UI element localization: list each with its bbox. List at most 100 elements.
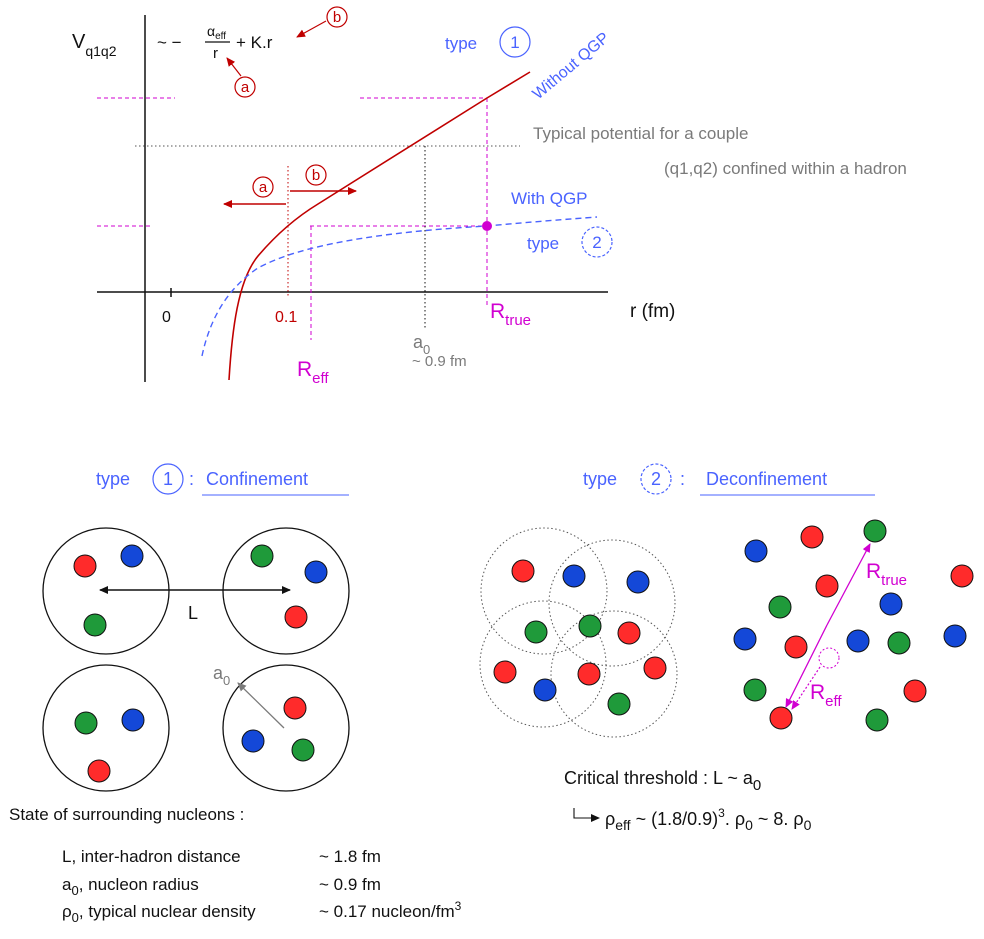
marker-a-circle — [234, 76, 256, 98]
overlap-hadron — [479, 600, 607, 728]
r-true-diagram-label: Rtrue — [866, 560, 907, 589]
arrow-a-label: a — [259, 179, 268, 196]
hadron-bottom-left — [42, 664, 170, 792]
quark-blue — [846, 629, 870, 653]
implies-arrow-icon — [573, 808, 600, 822]
quark-blue — [943, 624, 967, 648]
radius-arrow — [237, 682, 285, 729]
quark-red — [493, 660, 517, 684]
quark-green — [578, 614, 602, 638]
quark-green — [607, 692, 631, 716]
rho-eff-formula: ρeff ~ (1.8/0.9)3. ρ0 ~ 8. ρ0 — [605, 806, 812, 833]
quark-red — [784, 635, 808, 659]
quark-red — [617, 621, 641, 645]
quark-red — [643, 656, 667, 680]
without-qgp-label: Without QGP — [530, 29, 613, 103]
quark-blue — [733, 627, 757, 651]
deconfinement-title-word: Deconfinement — [706, 469, 827, 489]
marker-a-arrow — [226, 57, 242, 77]
potential-graph: Vq1q2 ~ − αeff r + K.r a b Typical poten… — [72, 6, 907, 387]
critical-threshold: Critical threshold : L ~ a0 — [564, 768, 761, 794]
typical-label-line2: (q1,q2) confined within a hadron — [664, 159, 907, 178]
confinement-panel: type 1 : Confinement L a0 — [42, 463, 350, 792]
type1-label: type — [445, 34, 477, 53]
curve-with-qgp — [201, 216, 598, 357]
quark-green — [743, 678, 767, 702]
quark-blue — [304, 560, 328, 584]
nucleon-row-name: a0, nucleon radius — [62, 875, 199, 898]
overlap-hadron — [548, 539, 676, 667]
hadron-top-left — [42, 527, 170, 655]
deconfinement-panel: type 2 : Deconfinement — [479, 463, 974, 833]
quark-red — [511, 559, 535, 583]
nucleon-heading: State of surrounding nucleons : — [9, 805, 244, 824]
formula-suffix: + K.r — [236, 33, 273, 52]
with-qgp-label: With QGP — [511, 189, 588, 208]
quark-blue — [120, 544, 144, 568]
arrow-b-circle — [305, 164, 327, 186]
nucleon-row-value: ~ 0.9 fm — [319, 875, 381, 894]
formula-denominator: r — [213, 45, 218, 62]
marker-b-circle — [326, 6, 348, 28]
nucleon-state: State of surrounding nucleons : L, inter… — [9, 805, 462, 925]
quark-blue — [241, 729, 265, 753]
marker-b-arrow — [296, 20, 327, 38]
nucleon-row-name: ρ0, typical nuclear density — [62, 902, 256, 925]
quark-red — [903, 679, 927, 703]
overlap-hadron — [550, 610, 678, 738]
confinement-title-num: 1 — [163, 469, 173, 489]
quark-green — [865, 708, 889, 732]
x-axis-label: r (fm) — [630, 301, 675, 322]
r-true-point — [482, 221, 492, 231]
quark-blue — [879, 592, 903, 616]
type1-circle — [499, 26, 531, 58]
quark-red — [283, 696, 307, 720]
potential-formula: ~ − αeff r + K.r a b — [157, 6, 348, 98]
hadron-top-right — [222, 527, 350, 655]
radius-label: a0 — [213, 663, 230, 688]
quark-green — [768, 595, 792, 619]
r-true-arrow-down — [785, 624, 828, 708]
quark-green — [74, 711, 98, 735]
confinement-title-circle — [152, 463, 184, 495]
y-axis-label: Vq1q2 — [72, 31, 117, 59]
quark-red — [815, 574, 839, 598]
marker-a-label: a — [241, 79, 250, 96]
distance-label: L — [188, 603, 198, 623]
tick-zero-label: 0 — [162, 309, 171, 326]
typical-label-line1: Typical potential for a couple — [533, 124, 748, 143]
quark-red — [73, 554, 97, 578]
quark-red — [577, 662, 601, 686]
overlap-hadron — [480, 527, 608, 655]
confinement-title-type: type — [96, 469, 130, 489]
quark-green — [83, 613, 107, 637]
r-eff-arrow — [791, 666, 821, 710]
quark-green — [250, 544, 274, 568]
curve-without-qgp — [228, 71, 531, 381]
quark-green — [524, 620, 548, 644]
confinement-title-word: Confinement — [206, 469, 308, 489]
r-true-axis-label: Rtrue — [490, 300, 531, 329]
type2-circle — [581, 226, 613, 258]
nucleon-row-value: ~ 0.17 nucleon/fm3 — [319, 899, 462, 921]
arrow-a-circle — [252, 176, 274, 198]
confinement-title-colon: : — [189, 469, 194, 489]
formula-prefix: ~ − — [157, 33, 182, 52]
deconfinement-title-type: type — [583, 469, 617, 489]
quark-blue — [121, 708, 145, 732]
r-eff-circle — [818, 647, 840, 669]
quark-green — [863, 519, 887, 543]
tick-01-label: 0.1 — [275, 309, 297, 326]
deconfinement-title-circle — [640, 463, 672, 495]
formula-alpha: αeff — [207, 23, 226, 42]
r-true-arrow-up — [826, 543, 871, 626]
quark-blue — [562, 564, 586, 588]
quark-red — [800, 525, 824, 549]
quark-red — [87, 759, 111, 783]
a0-value-label: ~ 0.9 fm — [412, 353, 467, 370]
quark-red — [950, 564, 974, 588]
quark-red — [769, 706, 793, 730]
type2-label: type — [527, 234, 559, 253]
deconfinement-title-num: 2 — [651, 469, 661, 489]
